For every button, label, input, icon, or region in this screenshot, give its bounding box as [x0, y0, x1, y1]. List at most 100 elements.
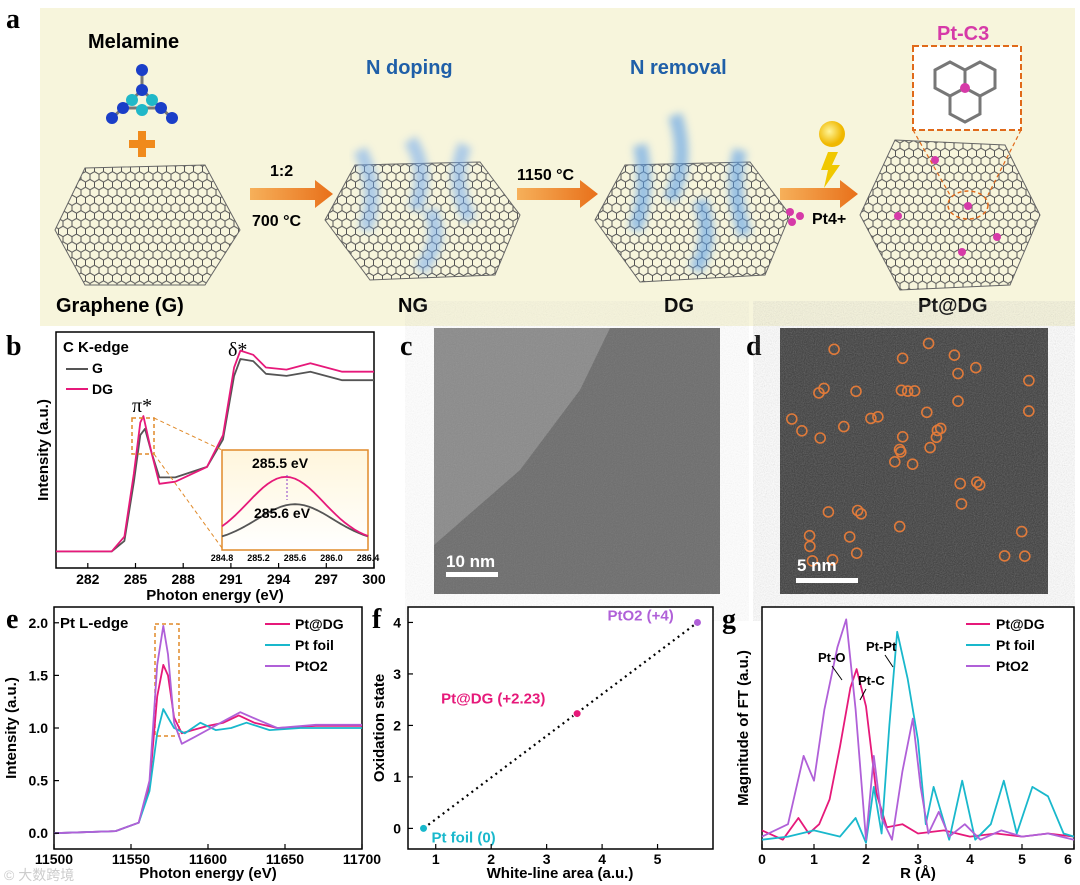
pt-c3-label: Pt-C3 — [937, 23, 989, 45]
panel-b: b C K-edge G DG π* δ* 285.5 eV 285.6 eV … — [6, 331, 386, 604]
pt-atoms — [894, 156, 1001, 256]
plot-b-inset-lines — [221, 475, 369, 538]
pt-atom-marker — [1019, 550, 1031, 563]
temp1-label: 700 °C — [252, 213, 302, 230]
e-ytick-label: 0.5 — [29, 773, 49, 789]
plot-g-legend: Pt@DG Pt foil PtO2 — [966, 616, 1045, 674]
ptdg-sheet — [859, 139, 1041, 291]
n-removal-plumes — [628, 112, 752, 274]
plot-g-ticks: 0 1 2 3 4 5 6 — [758, 844, 1075, 867]
pt-ion-label: Pt4+ — [812, 211, 846, 228]
tem-noise — [434, 328, 720, 594]
pt-atom-marker — [828, 343, 840, 356]
plot-g-frame — [761, 606, 1075, 850]
panel-b-letter: b — [6, 331, 22, 362]
pt-atom-marker — [804, 540, 816, 553]
pt-c3-zoom-box — [912, 45, 1022, 131]
b-xtick-label: 285 — [124, 571, 148, 587]
pt-atom-marker — [948, 349, 961, 362]
b-inset-xtick-label: 285.2 — [247, 553, 270, 563]
n-doping-plumes — [353, 136, 477, 275]
pt-atom-marker — [822, 506, 835, 518]
panel-f-letter: f — [372, 604, 382, 635]
panel-f: f Pt foil (0) Pt@DG (+2.23) PtO2 (+4) 1 2 3 4… — [371, 604, 714, 882]
g-xtick-label: 4 — [966, 851, 974, 867]
plot-e-ticks: 11500 11550 11600 11650 11700 0.0 0.5 1.0 1.5 2.0 — [29, 615, 382, 867]
pt-atom-marker — [970, 476, 983, 488]
f-point-pt-foil-0 — [419, 823, 429, 833]
panel-g-letter: g — [722, 604, 736, 635]
g-xtick-label: 1 — [810, 851, 818, 867]
pt-atom-marker — [952, 395, 964, 408]
panel-c-letter: c — [400, 331, 412, 362]
zoom-line-top — [153, 417, 223, 451]
pt-atom-marker — [843, 531, 856, 543]
pt-atom-marker — [922, 337, 935, 350]
b-line-dg — [56, 349, 374, 553]
e-ytick-label: 1.5 — [29, 667, 49, 683]
pt-atom-marker — [930, 431, 943, 444]
pt-atom-marker — [872, 410, 884, 423]
pt-atom-marker — [865, 412, 877, 425]
plot-f-frame — [407, 606, 714, 850]
melamine-molecule-icon — [106, 64, 178, 124]
f-point-label: Pt foil (0) — [432, 829, 496, 846]
delta-star-label: δ* — [228, 339, 247, 361]
haadf-noise — [780, 328, 1048, 594]
watermark: © 大数跨境 — [4, 867, 74, 883]
plot-f-xlabel: White-line area (a.u.) — [487, 865, 634, 882]
pt-atom-marker — [893, 443, 906, 456]
g-xtick-label: 2 — [862, 851, 870, 867]
e-xtick-label: 11500 — [35, 851, 73, 867]
panel-e-letter: e — [6, 604, 18, 635]
b-inset-xtick-label: 285.6 — [284, 553, 307, 563]
pt-atom-marker — [955, 498, 968, 510]
panel-a-letter: a — [6, 4, 20, 35]
legend-g-label: G — [92, 360, 103, 376]
pt-atom-marker — [1023, 374, 1035, 387]
panel-e: e Pt L-edge 11500 11550 11600 11650 11700 0.0… — [3, 604, 381, 882]
scale-label-d: 5 nm — [797, 556, 837, 575]
lightning-icon — [821, 152, 840, 188]
b-xtick-label: 288 — [172, 571, 196, 587]
plot-b-lines — [56, 349, 374, 553]
scale-label-c: 10 nm — [446, 552, 495, 571]
pt-atom-marker — [814, 432, 827, 444]
e-xtick-label: 11650 — [266, 851, 304, 867]
legend-g-ptdg-label: Pt@DG — [996, 616, 1045, 632]
g-xtick-label: 5 — [1018, 851, 1026, 867]
plot-b-inset — [221, 449, 369, 551]
plot-e-ylabel: Intensity (a.u.) — [3, 677, 20, 779]
plus-icon — [129, 131, 155, 157]
legend-e-foil-label: Pt foil — [295, 637, 334, 653]
b-inset-xtick-label: 284.8 — [211, 553, 234, 563]
panel-a: a Melamine Graphene (G) — [6, 4, 1075, 326]
pt-atom-marker — [851, 504, 864, 517]
f-ytick-label: 1 — [393, 769, 401, 785]
pt-atom-marker — [896, 430, 909, 443]
legend-g-foil-label: Pt foil — [996, 637, 1035, 653]
legend-g-pto2-label: PtO2 — [996, 658, 1029, 674]
panel-g: g 0 1 2 3 4 5 6 Pt-O Pt-Pt Pt-C Pt@DG Pt foil … — [722, 604, 1075, 882]
arrow-1-icon — [250, 180, 333, 208]
e-xtick-label: 11550 — [112, 851, 150, 867]
b-xtick-label: 291 — [219, 571, 243, 587]
legend-dg-label: DG — [92, 381, 113, 397]
plot-b-title: C K-edge — [63, 339, 129, 356]
pt-c3-structure — [933, 60, 997, 124]
pt-atom-marker — [924, 441, 936, 454]
sun-icon — [819, 121, 845, 147]
g-line-pt-foil — [761, 630, 1075, 844]
pt-atom-marker — [818, 382, 830, 395]
pt-atom-marker — [1023, 405, 1035, 417]
g-line-pto2 — [761, 618, 1075, 841]
plot-e-xlabel: Photon energy (eV) — [139, 865, 277, 882]
pt-pt-pointer — [884, 654, 894, 668]
pt-atom-marker — [896, 352, 909, 365]
g-xtick-label: 6 — [1064, 851, 1072, 867]
f-point-label: Pt@DG (+2.23) — [441, 691, 545, 708]
n-removal-label: N removal — [630, 57, 727, 79]
g-xtick-label: 0 — [758, 851, 766, 867]
pt-atom-marker — [785, 413, 798, 425]
plot-e-legend: Pt@DG Pt foil PtO2 — [265, 616, 344, 674]
